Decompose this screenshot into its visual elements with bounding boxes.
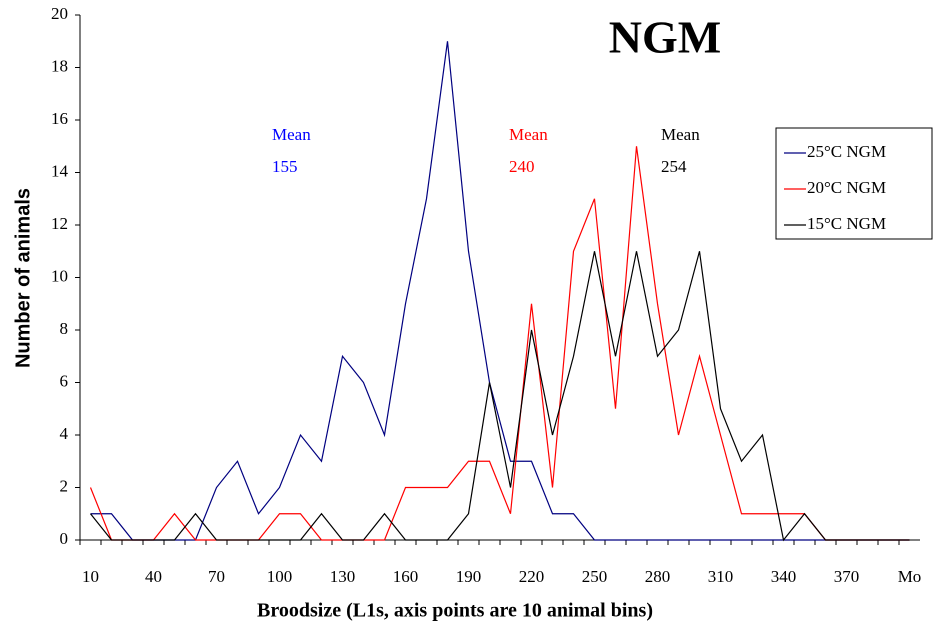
x-tick-label: 10 bbox=[82, 567, 99, 586]
y-tick-label: 0 bbox=[60, 529, 69, 548]
y-tick-label: 14 bbox=[51, 161, 69, 180]
x-tick-label: 220 bbox=[519, 567, 545, 586]
x-tick-label: 250 bbox=[582, 567, 608, 586]
y-tick-label: 10 bbox=[51, 266, 68, 285]
x-tick-label: 280 bbox=[645, 567, 671, 586]
x-tick-label: 340 bbox=[771, 567, 797, 586]
y-tick-label: 20 bbox=[51, 4, 68, 23]
x-tick-label: 40 bbox=[145, 567, 162, 586]
legend-label: 15°C NGM bbox=[807, 214, 886, 233]
annotation-label: Mean bbox=[509, 125, 548, 144]
x-tick-label: 310 bbox=[708, 567, 734, 586]
x-tick-label: 70 bbox=[208, 567, 225, 586]
y-tick-label: 4 bbox=[60, 424, 69, 443]
legend-box bbox=[775, 127, 933, 240]
y-tick-label: 16 bbox=[51, 109, 68, 128]
y-tick-label: 18 bbox=[51, 56, 68, 75]
x-tick-label: 160 bbox=[393, 567, 419, 586]
annotation-label: Mean bbox=[661, 125, 700, 144]
series-line bbox=[90, 41, 910, 541]
chart-title: NGM bbox=[609, 12, 721, 63]
x-tick-label: 370 bbox=[834, 567, 860, 586]
annotation-value: 240 bbox=[509, 157, 535, 176]
x-tick-label: 190 bbox=[456, 567, 482, 586]
legend-label: 25°C NGM bbox=[807, 142, 886, 161]
y-axis-label: Number of animals bbox=[12, 188, 34, 368]
x-axis-label: Broodsize (L1s, axis points are 10 anima… bbox=[257, 600, 653, 622]
y-tick-label: 6 bbox=[60, 371, 69, 390]
legend-label: 20°C NGM bbox=[807, 178, 886, 197]
annotation-value: 254 bbox=[661, 157, 687, 176]
y-tick-label: 12 bbox=[51, 214, 68, 233]
annotation-value: 155 bbox=[272, 157, 298, 176]
x-tick-label: Mo bbox=[898, 567, 922, 586]
y-tick-label: 8 bbox=[60, 319, 69, 338]
x-tick-label: 100 bbox=[267, 567, 293, 586]
series-line bbox=[90, 251, 910, 542]
y-tick-label: 2 bbox=[60, 476, 69, 495]
x-tick-label: 130 bbox=[330, 567, 356, 586]
annotation-label: Mean bbox=[272, 125, 311, 144]
